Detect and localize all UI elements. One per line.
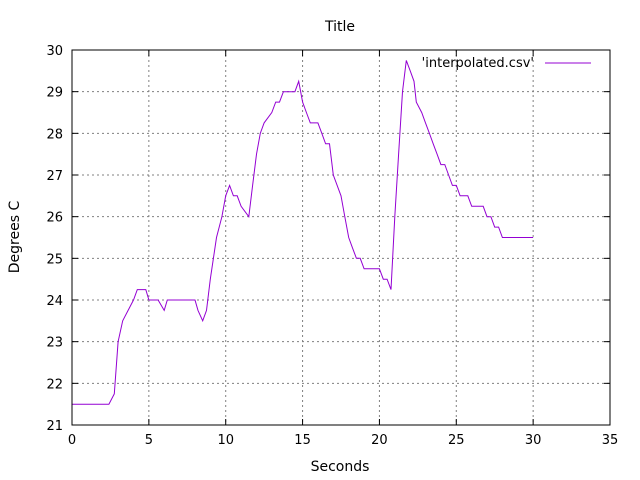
x-tick-label: 30 bbox=[525, 433, 542, 448]
legend: 'interpolated.csv' bbox=[422, 56, 591, 71]
series-line bbox=[72, 60, 534, 405]
series-lines bbox=[72, 60, 534, 405]
x-tick-label: 25 bbox=[448, 433, 465, 448]
y-tick-label: 23 bbox=[46, 336, 63, 351]
y-tick-label: 25 bbox=[46, 252, 63, 267]
y-tick-label: 29 bbox=[46, 86, 63, 101]
y-tick-label: 26 bbox=[46, 211, 63, 226]
y-tick-label: 24 bbox=[46, 294, 63, 309]
x-tick-label: 35 bbox=[602, 433, 619, 448]
plot-frame bbox=[71, 49, 611, 426]
y-axis-label: Degrees C bbox=[7, 201, 23, 274]
y-tick-label: 21 bbox=[46, 419, 63, 434]
x-axis-label: Seconds bbox=[311, 459, 370, 475]
x-tick-label: 10 bbox=[217, 433, 234, 448]
y-tick-label: 28 bbox=[46, 127, 63, 142]
y-tick-label: 27 bbox=[46, 169, 63, 184]
y-tick-label: 22 bbox=[46, 377, 63, 392]
chart-title: Title bbox=[324, 19, 355, 35]
x-tick-label: 15 bbox=[294, 433, 311, 448]
x-tick-label: 0 bbox=[68, 433, 76, 448]
x-tick-label: 20 bbox=[371, 433, 388, 448]
y-tick-label: 30 bbox=[46, 44, 63, 59]
tick-labels: 0 5 10 15 20 25 30 35 21 22 23 24 25 26 27 28 29 30 bbox=[46, 44, 618, 448]
x-tick-label: 5 bbox=[145, 433, 153, 448]
legend-label: 'interpolated.csv' bbox=[422, 56, 534, 71]
